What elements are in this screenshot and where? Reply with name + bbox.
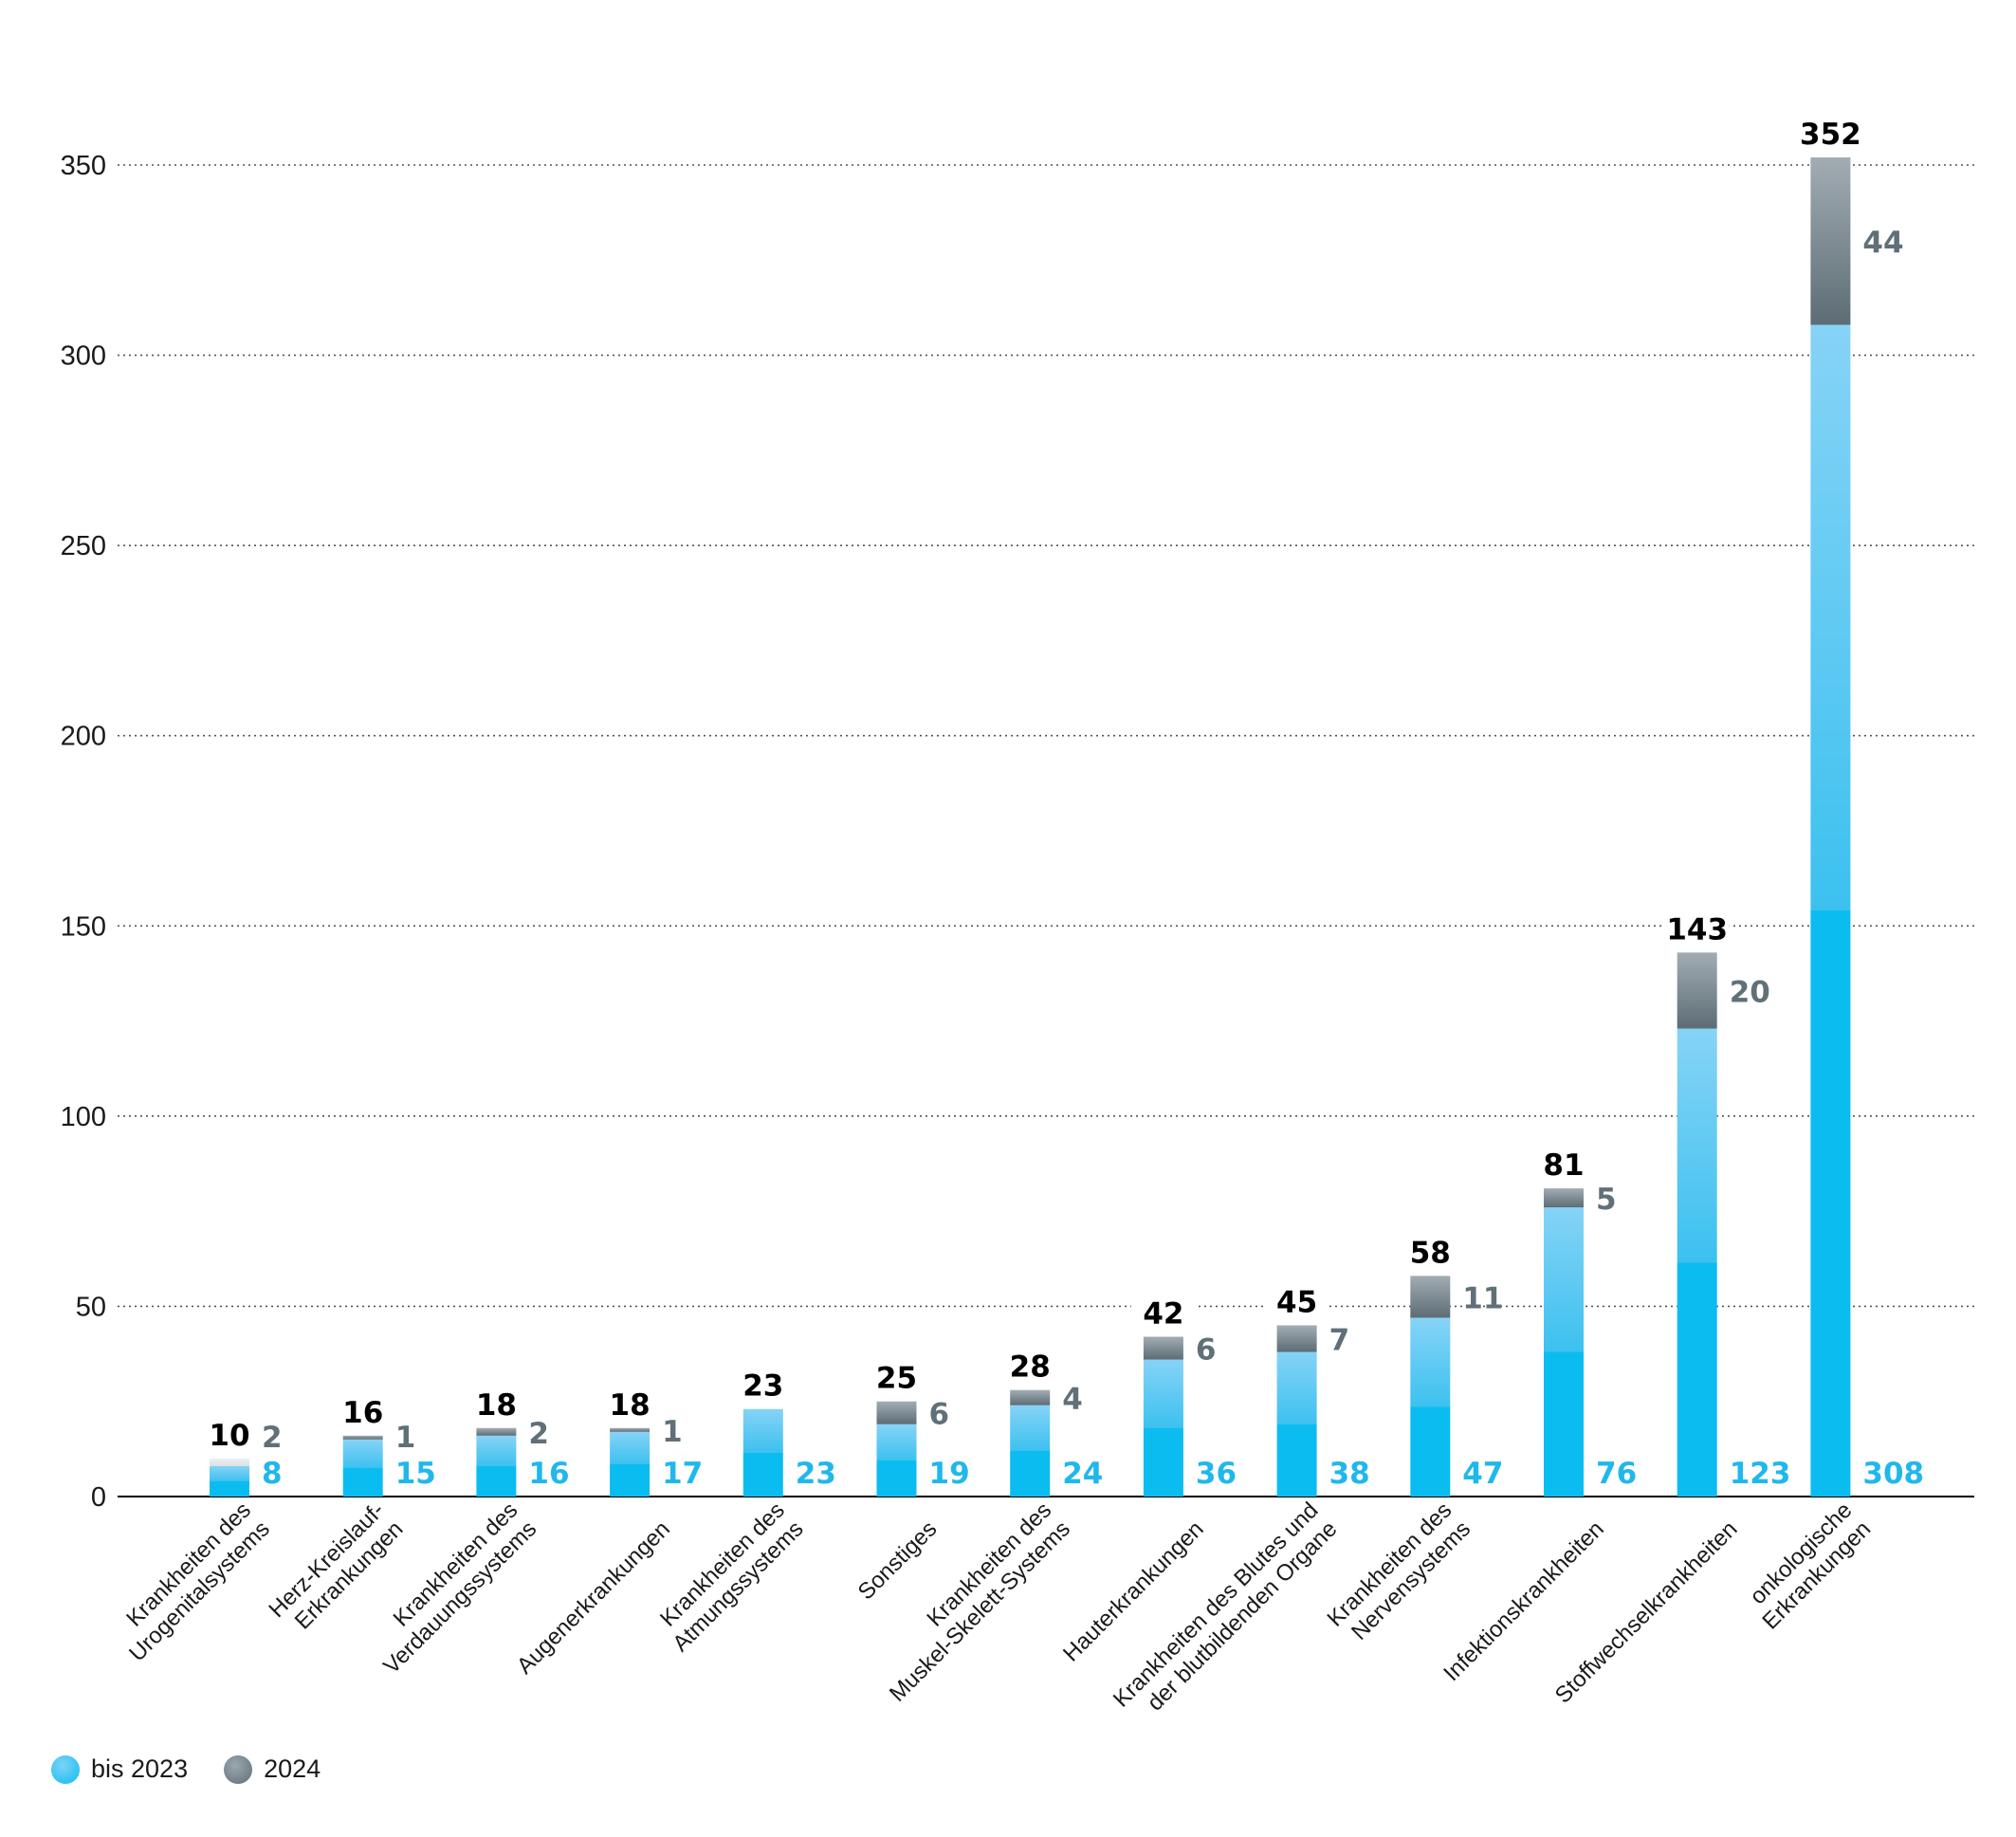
- legend: bis 2023 2024: [51, 1754, 357, 1784]
- value-label-bis-2023: 23: [796, 1457, 836, 1491]
- bar-bis-2023[interactable]: [1410, 1317, 1450, 1497]
- value-label-2024: 7: [1329, 1324, 1350, 1358]
- bar-bis-2023[interactable]: [610, 1432, 650, 1497]
- value-label-bis-2023: 47: [1462, 1457, 1503, 1491]
- legend-swatch-gray: [224, 1755, 252, 1784]
- legend-label: bis 2023: [91, 1754, 188, 1784]
- y-tick-label: 250: [61, 531, 106, 561]
- bar-2024[interactable]: [1677, 952, 1717, 1028]
- data-labels: 1082161511816218171232325196282444236645…: [197, 116, 1924, 1491]
- total-label: 18: [610, 1388, 651, 1423]
- bar-2024[interactable]: [610, 1428, 650, 1432]
- value-label-bis-2023: 24: [1062, 1457, 1103, 1491]
- legend-item-2024[interactable]: 2024: [224, 1754, 321, 1784]
- bar-2024[interactable]: [877, 1402, 917, 1424]
- bar-bis-2023[interactable]: [476, 1436, 516, 1497]
- value-label-bis-2023: 8: [262, 1457, 283, 1491]
- bar-bis-2023[interactable]: [343, 1440, 383, 1497]
- y-tick-label: 300: [61, 341, 106, 372]
- y-tick-label: 50: [76, 1292, 106, 1322]
- bar-bis-2023[interactable]: [1277, 1352, 1317, 1497]
- value-label-bis-2023: 38: [1329, 1457, 1370, 1491]
- bar-bis-2023[interactable]: [1010, 1405, 1050, 1497]
- total-label: 23: [742, 1369, 783, 1404]
- bar-bis-2023[interactable]: [1144, 1360, 1183, 1497]
- legend-swatch-blue: [51, 1755, 80, 1784]
- total-label: 45: [1276, 1285, 1317, 1319]
- total-label: 352: [1800, 118, 1861, 152]
- value-label-bis-2023: 76: [1596, 1457, 1637, 1491]
- category-label: Augenerkrankungen: [512, 1516, 675, 1680]
- category-label: Sonstiges: [853, 1516, 943, 1606]
- value-label-2024: 4: [1062, 1383, 1083, 1417]
- bar-bis-2023[interactable]: [877, 1424, 917, 1497]
- category-label-line: Krankheiten des Blutes und: [1109, 1497, 1324, 1713]
- value-label-bis-2023: 15: [395, 1457, 436, 1491]
- value-label-2024: 11: [1462, 1281, 1503, 1315]
- bar-bis-2023[interactable]: [1810, 324, 1850, 1497]
- value-label-2024: 1: [395, 1421, 416, 1455]
- value-label-bis-2023: 16: [528, 1457, 569, 1491]
- bars: [210, 157, 1850, 1497]
- bar-2024[interactable]: [476, 1428, 516, 1436]
- total-label: 25: [876, 1362, 917, 1396]
- total-label: 16: [342, 1396, 383, 1430]
- value-label-bis-2023: 123: [1730, 1457, 1791, 1491]
- total-label: 81: [1543, 1148, 1584, 1183]
- bar-2024[interactable]: [1010, 1390, 1050, 1405]
- total-label: 10: [209, 1419, 249, 1453]
- total-label: 58: [1410, 1236, 1451, 1270]
- value-label-bis-2023: 308: [1862, 1457, 1924, 1491]
- category-label: Herz-Kreislauf-Erkrankungen: [264, 1497, 408, 1642]
- bar-bis-2023[interactable]: [743, 1409, 783, 1497]
- value-label-2024: 44: [1862, 226, 1903, 260]
- total-label: 18: [476, 1388, 517, 1423]
- bar-2024[interactable]: [1144, 1337, 1183, 1360]
- legend-item-bis-2023[interactable]: bis 2023: [51, 1754, 188, 1784]
- value-label-2024: 1: [662, 1415, 683, 1449]
- y-tick-label: 150: [61, 911, 106, 942]
- bar-2024[interactable]: [343, 1436, 383, 1440]
- stacked-bar-chart: 050100150200250300350 108216151181621817…: [0, 0, 2016, 1837]
- bar-2024[interactable]: [1810, 157, 1850, 325]
- value-label-bis-2023: 17: [662, 1457, 703, 1491]
- bar-bis-2023[interactable]: [1544, 1207, 1584, 1497]
- value-label-2024: 6: [929, 1398, 950, 1432]
- legend-label: 2024: [264, 1754, 321, 1784]
- bar-2024[interactable]: [210, 1459, 249, 1466]
- x-axis-labels: Krankheiten desUrogenitalsystemsHerz-Kre…: [105, 1497, 1876, 1731]
- y-tick-label: 350: [61, 151, 106, 181]
- value-label-bis-2023: 19: [929, 1457, 970, 1491]
- category-label-line: Augenerkrankungen: [512, 1516, 675, 1680]
- total-label: 143: [1666, 912, 1728, 946]
- value-label-2024: 2: [528, 1417, 549, 1451]
- y-tick-label: 0: [91, 1482, 106, 1513]
- value-label-2024: 5: [1596, 1183, 1617, 1217]
- value-label-2024: 6: [1196, 1333, 1217, 1368]
- value-label-bis-2023: 36: [1196, 1457, 1237, 1491]
- y-tick-label: 200: [61, 722, 106, 752]
- y-tick-label: 100: [61, 1102, 106, 1132]
- value-label-2024: 20: [1730, 975, 1770, 1009]
- bar-2024[interactable]: [1544, 1188, 1584, 1207]
- bar-2024[interactable]: [1277, 1325, 1317, 1351]
- bar-bis-2023[interactable]: [210, 1466, 249, 1497]
- value-label-2024: 2: [262, 1421, 283, 1455]
- bar-2024[interactable]: [1410, 1276, 1450, 1317]
- total-label: 42: [1143, 1297, 1183, 1332]
- category-label-line: Sonstiges: [853, 1516, 943, 1606]
- total-label: 28: [1010, 1350, 1051, 1385]
- bar-bis-2023[interactable]: [1677, 1029, 1717, 1497]
